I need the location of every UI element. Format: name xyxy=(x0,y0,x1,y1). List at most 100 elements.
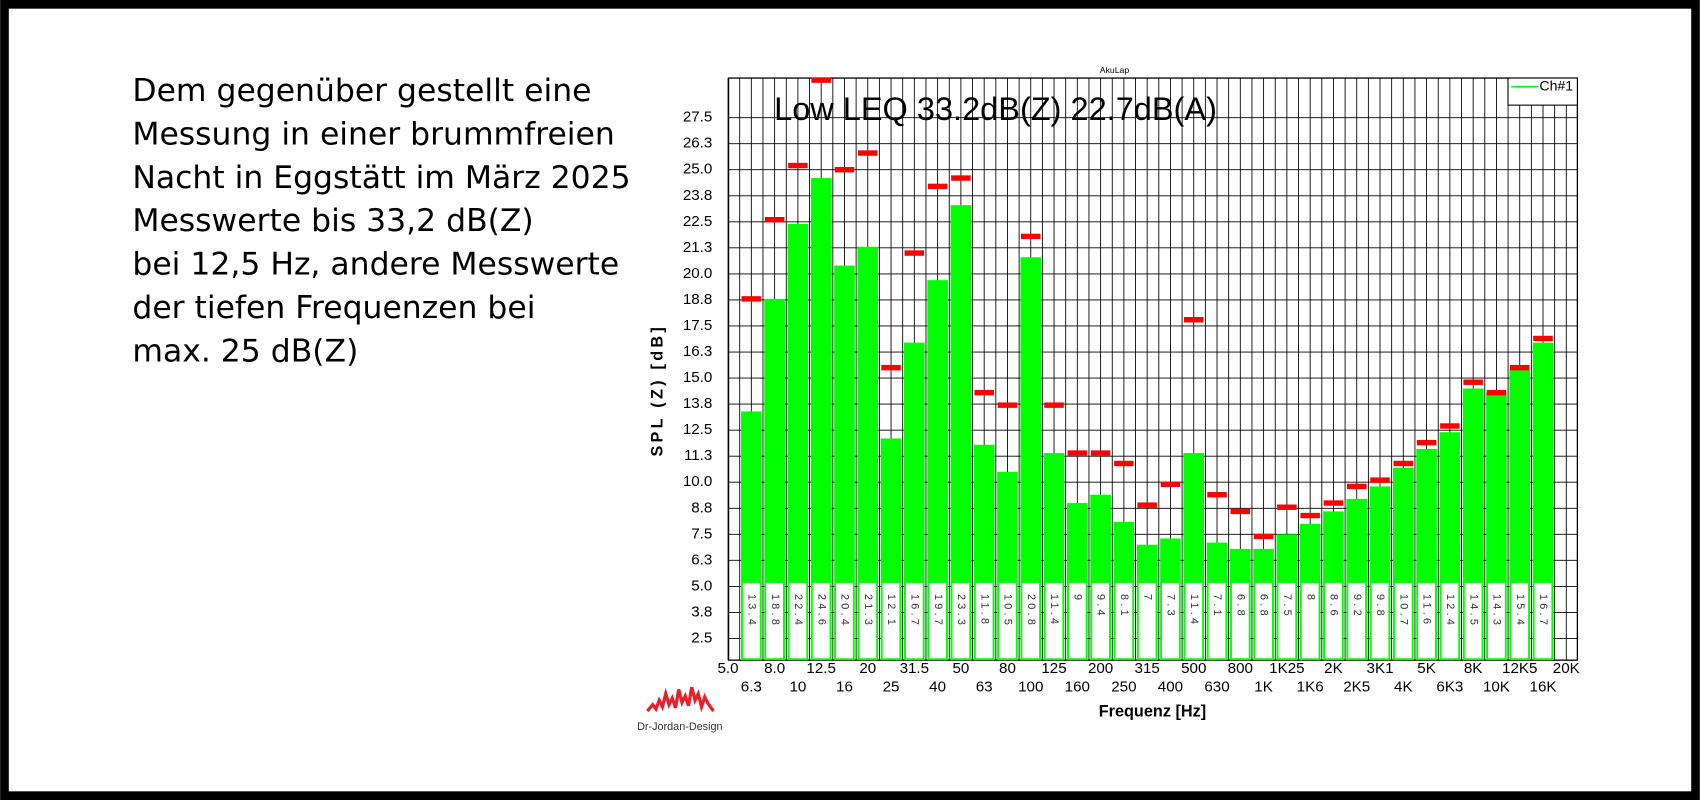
max-marker xyxy=(927,183,948,190)
y-tick-label: 5.0 xyxy=(691,577,712,594)
value-label: 8 xyxy=(1304,594,1316,603)
value-label: 9 xyxy=(1071,594,1083,603)
max-marker xyxy=(1044,402,1064,408)
x-tick-label: 12K5 xyxy=(1502,660,1537,677)
x-tick-label: 2K5 xyxy=(1343,678,1370,695)
value-label: 6.8 xyxy=(1234,594,1246,619)
value-label: 19.7 xyxy=(932,594,944,628)
max-marker xyxy=(997,402,1018,408)
max-marker xyxy=(1323,500,1344,506)
value-label-box xyxy=(1206,581,1228,660)
x-tick-label: 80 xyxy=(999,660,1016,677)
legend-label: Ch#1 xyxy=(1539,77,1573,93)
value-label-box xyxy=(764,581,785,660)
value-label-box xyxy=(1160,581,1181,660)
value-label-box xyxy=(974,581,995,660)
value-label-box xyxy=(950,581,971,660)
value-label-box xyxy=(1276,581,1297,660)
x-tick-label: 8K xyxy=(1464,660,1483,677)
max-marker xyxy=(1183,317,1204,323)
value-label: 22.4 xyxy=(792,594,804,628)
max-marker xyxy=(1440,423,1460,429)
value-label-box xyxy=(927,581,948,660)
value-label: 12.4 xyxy=(1444,594,1456,628)
value-label-box xyxy=(1067,581,1088,660)
y-tick-label: 16.3 xyxy=(683,343,713,360)
y-tick-label: 17.5 xyxy=(683,317,713,334)
value-label: 14.5 xyxy=(1467,594,1479,628)
legend: Ch#1 xyxy=(1507,77,1578,106)
text-line: Messwerte bis 33,2 dB(Z) xyxy=(132,203,533,239)
value-label-box xyxy=(1230,581,1251,660)
x-tick-label: 20K xyxy=(1553,660,1580,677)
value-label-box xyxy=(1113,581,1134,660)
max-marker xyxy=(741,296,762,302)
x-tick-label: 125 xyxy=(1041,660,1066,677)
value-label: 16.7 xyxy=(1537,594,1549,628)
bar xyxy=(950,205,972,661)
value-label: 7.5 xyxy=(1281,594,1293,619)
value-label: 11.8 xyxy=(978,594,990,627)
max-marker xyxy=(974,389,994,396)
text-line: der tiefen Frequenzen bei xyxy=(132,290,535,326)
max-marker xyxy=(951,175,971,181)
y-tick-label: 27.5 xyxy=(683,109,713,126)
max-marker xyxy=(1230,508,1251,515)
x-tick-label: 1K6 xyxy=(1297,678,1324,695)
max-marker xyxy=(1533,335,1553,342)
max-marker xyxy=(1067,450,1088,456)
value-label-box xyxy=(1416,581,1437,660)
y-tick-label: 3.8 xyxy=(691,603,712,620)
value-label-box xyxy=(1346,581,1367,660)
y-tick-label: 11.3 xyxy=(684,447,712,464)
logo-text: Dr-Jordan-Design xyxy=(637,721,722,733)
y-tick-label: 6.3 xyxy=(691,551,712,568)
x-tick-label: 200 xyxy=(1088,660,1113,677)
value-label-box xyxy=(1183,581,1204,660)
max-marker xyxy=(1114,460,1134,467)
max-marker xyxy=(858,150,878,156)
max-marker xyxy=(1020,233,1041,240)
max-marker xyxy=(788,162,808,169)
x-tick-label: 50 xyxy=(952,660,969,677)
value-label: 24.6 xyxy=(815,594,827,628)
bar xyxy=(1532,342,1554,661)
value-label-box xyxy=(1439,581,1460,660)
max-marker xyxy=(904,250,925,256)
max-marker xyxy=(1486,389,1507,396)
x-tick-label: 6K3 xyxy=(1436,678,1463,695)
value-label-box xyxy=(1090,581,1111,660)
value-label: 14.3 xyxy=(1491,594,1503,628)
value-label: 9.8 xyxy=(1374,594,1386,619)
x-tick-label: 5.0 xyxy=(718,660,739,677)
max-marker xyxy=(1137,502,1157,508)
bar xyxy=(1020,257,1042,661)
bar xyxy=(857,246,879,661)
bar xyxy=(904,342,925,661)
value-label-box xyxy=(1300,581,1321,660)
value-label-box xyxy=(997,581,1018,660)
x-tick-label: 10K xyxy=(1483,678,1510,695)
bar xyxy=(787,223,809,661)
annotation: Low LEQ 33.2dB(Z) 22.7dB(A) xyxy=(774,91,1217,127)
value-label-box xyxy=(1020,581,1041,660)
value-label: 10.7 xyxy=(1397,594,1409,628)
value-label: 18.8 xyxy=(769,594,781,628)
max-marker xyxy=(811,77,831,83)
x-tick-label: 63 xyxy=(976,678,993,695)
bar xyxy=(834,265,855,661)
max-marker xyxy=(1416,439,1437,446)
y-axis-label: SPL (Z) [dB] xyxy=(648,324,666,457)
value-label: 11.4 xyxy=(1048,594,1060,627)
max-marker xyxy=(834,167,855,173)
max-marker xyxy=(1090,450,1111,456)
bar xyxy=(764,298,785,661)
value-label: 20.4 xyxy=(839,594,851,628)
y-tick-label: 2.5 xyxy=(691,629,712,646)
max-marker xyxy=(1160,481,1181,488)
value-label: 16.7 xyxy=(908,594,920,628)
value-label-box xyxy=(1509,581,1530,660)
value-label-box xyxy=(1369,581,1391,660)
x-tick-label: 315 xyxy=(1135,660,1160,677)
value-label: 13.4 xyxy=(745,594,757,628)
